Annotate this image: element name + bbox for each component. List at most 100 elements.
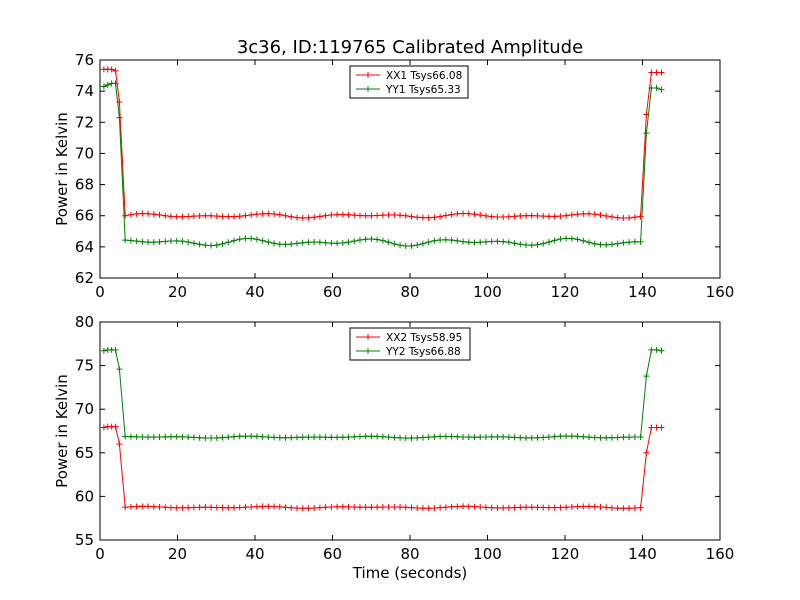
data-point xyxy=(471,211,478,218)
data-point xyxy=(540,434,547,441)
data-point xyxy=(362,212,369,219)
data-point xyxy=(402,435,409,442)
data-point xyxy=(112,346,119,353)
data-point xyxy=(494,238,501,245)
data-point xyxy=(460,210,467,217)
data-point xyxy=(608,504,615,511)
data-point xyxy=(597,241,604,248)
data-point xyxy=(351,238,358,245)
data-point xyxy=(305,434,312,441)
data-point xyxy=(505,434,512,441)
data-point xyxy=(431,237,438,244)
data-point xyxy=(139,503,146,510)
x-tick-label: 60 xyxy=(323,545,342,563)
data-point xyxy=(112,80,119,87)
data-point xyxy=(431,214,438,221)
data-point xyxy=(465,210,472,217)
x-tick-label: 0 xyxy=(95,545,105,563)
y-tick-label: 65 xyxy=(75,444,94,462)
data-point xyxy=(259,237,266,244)
data-point xyxy=(150,239,157,246)
y-tick-label: 64 xyxy=(75,238,94,256)
data-point xyxy=(643,130,650,137)
data-point xyxy=(534,212,541,219)
data-point xyxy=(225,213,232,220)
data-point xyxy=(494,504,501,511)
data-point xyxy=(442,433,449,440)
data-point xyxy=(545,434,552,441)
y-tick-label: 76 xyxy=(75,51,94,69)
data-point xyxy=(208,435,215,442)
data-point xyxy=(631,504,638,511)
data-point xyxy=(603,212,610,219)
data-point xyxy=(437,236,444,243)
data-point xyxy=(574,503,581,510)
data-point xyxy=(482,212,489,219)
data-point xyxy=(597,503,604,510)
data-point xyxy=(586,210,593,217)
data-point xyxy=(196,434,203,441)
data-point xyxy=(500,433,507,440)
data-point xyxy=(339,434,346,441)
data-point xyxy=(322,504,329,511)
data-point xyxy=(608,241,615,248)
data-point xyxy=(637,238,644,245)
data-point xyxy=(591,240,598,247)
data-point xyxy=(259,210,266,217)
data-point xyxy=(345,434,352,441)
data-point xyxy=(620,505,627,512)
data-point xyxy=(173,213,180,220)
data-point xyxy=(551,213,558,220)
data-point xyxy=(112,423,119,430)
data-point xyxy=(419,240,426,247)
data-point xyxy=(299,239,306,246)
legend-box xyxy=(349,327,471,361)
data-point xyxy=(316,434,323,441)
data-point xyxy=(265,239,272,246)
data-point xyxy=(276,241,283,248)
data-point xyxy=(408,242,415,249)
y-axis-label: Power in Kelvin xyxy=(53,112,71,226)
legend-label: YY2 Tsys66.88 xyxy=(385,346,461,358)
data-point xyxy=(213,242,220,249)
data-point xyxy=(563,235,570,242)
data-point xyxy=(293,505,300,512)
data-point xyxy=(196,504,203,511)
legend-box xyxy=(349,65,469,99)
data-point xyxy=(648,85,655,92)
data-point xyxy=(488,504,495,511)
top-panel: 0 20 40 60 80 100 120 140 160 62 64 66 68 70 72 74 76 Pow… xyxy=(53,51,734,301)
data-point xyxy=(334,211,341,218)
data-point xyxy=(448,237,455,244)
data-point xyxy=(454,503,461,510)
data-point xyxy=(213,213,220,220)
data-point xyxy=(460,238,467,245)
data-point xyxy=(419,505,426,512)
data-point xyxy=(643,449,650,456)
data-point xyxy=(528,242,535,249)
data-point xyxy=(139,238,146,245)
data-point xyxy=(242,212,249,219)
data-point xyxy=(162,504,169,511)
data-point xyxy=(305,214,312,221)
data-point xyxy=(156,503,163,510)
data-point xyxy=(173,504,180,511)
data-point xyxy=(356,504,363,511)
data-point xyxy=(528,504,535,511)
data-point xyxy=(127,237,134,244)
data-point xyxy=(236,213,243,220)
data-point xyxy=(431,433,438,440)
data-point xyxy=(419,434,426,441)
data-point xyxy=(368,433,375,440)
data-point xyxy=(311,434,318,441)
data-point xyxy=(442,504,449,511)
data-point xyxy=(385,434,392,441)
data-point xyxy=(356,237,363,244)
data-point xyxy=(288,213,295,220)
x-tick-label: 40 xyxy=(245,545,264,563)
data-point xyxy=(614,240,621,247)
x-tick-label: 100 xyxy=(473,283,502,301)
data-point xyxy=(162,433,169,440)
